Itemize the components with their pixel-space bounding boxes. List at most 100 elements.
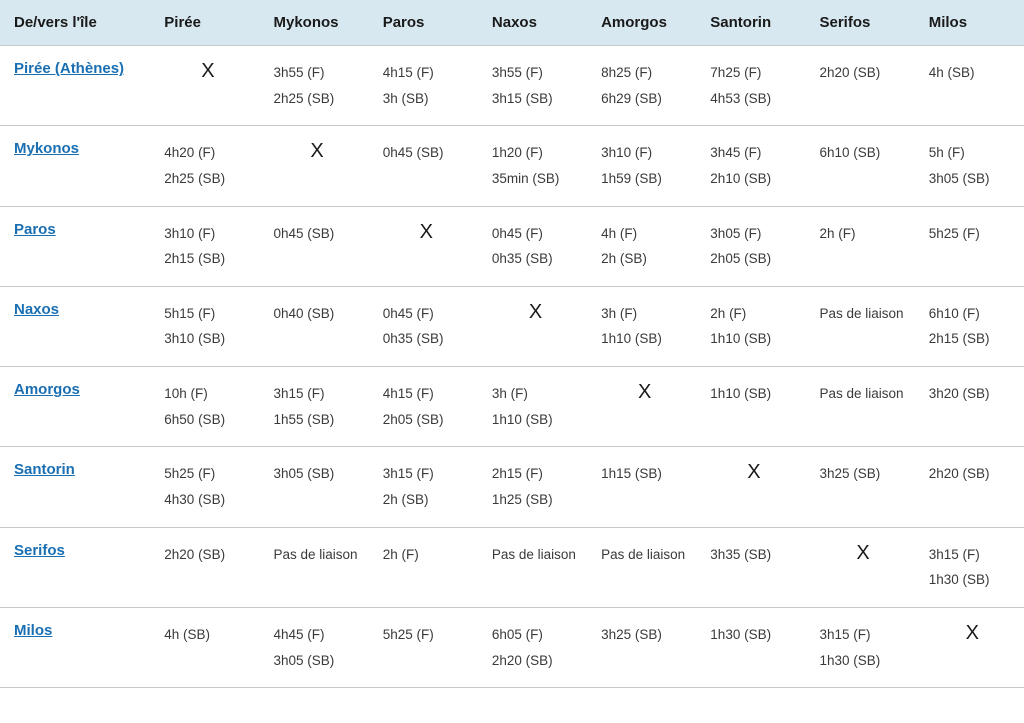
- schedule-cell: 5h (F)3h05 (SB): [915, 126, 1024, 206]
- duration-value: Pas de liaison: [273, 542, 360, 568]
- duration-value: 2h (F): [383, 542, 470, 568]
- schedule-cell: 6h10 (F)2h15 (SB): [915, 286, 1024, 366]
- duration-value: 3h15 (F): [820, 622, 907, 648]
- duration-value: 2h05 (SB): [710, 246, 797, 272]
- schedule-cell: 3h10 (F)1h59 (SB): [587, 126, 696, 206]
- column-header: Pirée: [150, 0, 259, 46]
- duration-value: 10h (F): [164, 381, 251, 407]
- schedule-cell: Pas de liaison: [806, 286, 915, 366]
- duration-value: 4h (F): [601, 221, 688, 247]
- duration-value: 3h05 (SB): [929, 166, 1016, 192]
- duration-value: 6h50 (SB): [164, 407, 251, 433]
- duration-value: 3h10 (F): [164, 221, 251, 247]
- duration-value: 2h20 (SB): [929, 461, 1016, 487]
- schedule-cell: 3h15 (F)1h30 (SB): [915, 527, 1024, 607]
- duration-value: 3h10 (F): [601, 140, 688, 166]
- schedule-cell: 2h15 (F)1h25 (SB): [478, 447, 587, 527]
- duration-value: 1h10 (SB): [710, 326, 797, 352]
- schedule-cell: 3h15 (F)1h55 (SB): [259, 367, 368, 447]
- schedule-cell: 6h05 (F)2h20 (SB): [478, 607, 587, 687]
- duration-value: 1h15 (SB): [601, 461, 688, 487]
- duration-value: 2h20 (SB): [820, 60, 907, 86]
- table-row: Pirée (Athènes)X3h55 (F)2h25 (SB)4h15 (F…: [0, 46, 1024, 126]
- island-link[interactable]: Mykonos: [14, 140, 79, 157]
- schedule-cell: 1h10 (SB): [696, 367, 805, 447]
- duration-value: 3h25 (SB): [820, 461, 907, 487]
- schedule-cell: 2h (F): [369, 527, 478, 607]
- duration-value: 5h15 (F): [164, 301, 251, 327]
- duration-value: 0h45 (F): [492, 221, 579, 247]
- schedule-cell: 3h45 (F)2h10 (SB): [696, 126, 805, 206]
- duration-value: 4h (SB): [929, 60, 1016, 86]
- schedule-cell: 0h45 (SB): [369, 126, 478, 206]
- schedule-cell: 3h15 (F)1h30 (SB): [806, 607, 915, 687]
- duration-value: 5h (F): [929, 140, 1016, 166]
- column-header: Serifos: [806, 0, 915, 46]
- table-row: Mykonos4h20 (F)2h25 (SB)X0h45 (SB)1h20 (…: [0, 126, 1024, 206]
- schedule-cell: 6h10 (SB): [806, 126, 915, 206]
- duration-value: 0h45 (SB): [273, 221, 360, 247]
- table-row: Milos4h (SB)4h45 (F)3h05 (SB)5h25 (F)6h0…: [0, 607, 1024, 687]
- duration-value: 3h25 (SB): [601, 622, 688, 648]
- row-label-cell: Mykonos: [0, 126, 150, 206]
- island-link[interactable]: Serifos: [14, 542, 65, 559]
- duration-value: 3h (SB): [383, 86, 470, 112]
- duration-value: 2h15 (F): [492, 461, 579, 487]
- duration-value: 4h (SB): [164, 622, 251, 648]
- duration-value: 7h25 (F): [710, 60, 797, 86]
- duration-value: 3h05 (F): [710, 221, 797, 247]
- ferry-schedule-table: De/vers l'îlePiréeMykonosParosNaxosAmorg…: [0, 0, 1024, 688]
- duration-value: 6h10 (SB): [820, 140, 907, 166]
- duration-value: 1h20 (F): [492, 140, 579, 166]
- island-link[interactable]: Amorgos: [14, 381, 80, 398]
- same-island-x-icon: X: [696, 447, 805, 527]
- schedule-cell: 0h45 (F)0h35 (SB): [369, 286, 478, 366]
- schedule-cell: 3h (F)1h10 (SB): [587, 286, 696, 366]
- duration-value: 2h (SB): [383, 487, 470, 513]
- row-label-cell: Amorgos: [0, 367, 150, 447]
- schedule-cell: 5h25 (F): [915, 206, 1024, 286]
- duration-value: 3h (F): [492, 381, 579, 407]
- duration-value: 3h15 (SB): [492, 86, 579, 112]
- schedule-cell: 4h (SB): [915, 46, 1024, 126]
- duration-value: 5h25 (F): [164, 461, 251, 487]
- duration-value: 3h55 (F): [273, 60, 360, 86]
- duration-value: 2h25 (SB): [164, 166, 251, 192]
- same-island-x-icon: X: [587, 367, 696, 447]
- duration-value: 2h10 (SB): [710, 166, 797, 192]
- same-island-x-icon: X: [478, 286, 587, 366]
- schedule-cell: 3h05 (F)2h05 (SB): [696, 206, 805, 286]
- duration-value: 0h35 (SB): [383, 326, 470, 352]
- schedule-cell: 1h20 (F)35min (SB): [478, 126, 587, 206]
- duration-value: 4h20 (F): [164, 140, 251, 166]
- island-link[interactable]: Santorin: [14, 461, 75, 478]
- table-row: Santorin5h25 (F)4h30 (SB)3h05 (SB)3h15 (…: [0, 447, 1024, 527]
- column-header: Naxos: [478, 0, 587, 46]
- schedule-cell: 4h20 (F)2h25 (SB): [150, 126, 259, 206]
- schedule-cell: 3h10 (F)2h15 (SB): [150, 206, 259, 286]
- schedule-cell: Pas de liaison: [259, 527, 368, 607]
- schedule-cell: 7h25 (F)4h53 (SB): [696, 46, 805, 126]
- schedule-cell: 10h (F)6h50 (SB): [150, 367, 259, 447]
- island-link[interactable]: Paros: [14, 221, 56, 238]
- schedule-cell: 4h (F)2h (SB): [587, 206, 696, 286]
- duration-value: 6h05 (F): [492, 622, 579, 648]
- same-island-x-icon: X: [369, 206, 478, 286]
- schedule-cell: 4h45 (F)3h05 (SB): [259, 607, 368, 687]
- duration-value: 1h59 (SB): [601, 166, 688, 192]
- duration-value: 1h25 (SB): [492, 487, 579, 513]
- table-row: Serifos2h20 (SB)Pas de liaison2h (F)Pas …: [0, 527, 1024, 607]
- island-link[interactable]: Naxos: [14, 301, 59, 318]
- island-link[interactable]: Milos: [14, 622, 52, 639]
- schedule-cell: 5h15 (F)3h10 (SB): [150, 286, 259, 366]
- schedule-cell: 8h25 (F)6h29 (SB): [587, 46, 696, 126]
- island-link[interactable]: Pirée (Athènes): [14, 60, 124, 77]
- duration-value: Pas de liaison: [492, 542, 579, 568]
- duration-value: 0h45 (F): [383, 301, 470, 327]
- duration-value: 3h05 (SB): [273, 648, 360, 674]
- schedule-cell: 1h30 (SB): [696, 607, 805, 687]
- same-island-x-icon: X: [806, 527, 915, 607]
- duration-value: 2h (F): [820, 221, 907, 247]
- duration-value: 3h10 (SB): [164, 326, 251, 352]
- schedule-cell: 3h05 (SB): [259, 447, 368, 527]
